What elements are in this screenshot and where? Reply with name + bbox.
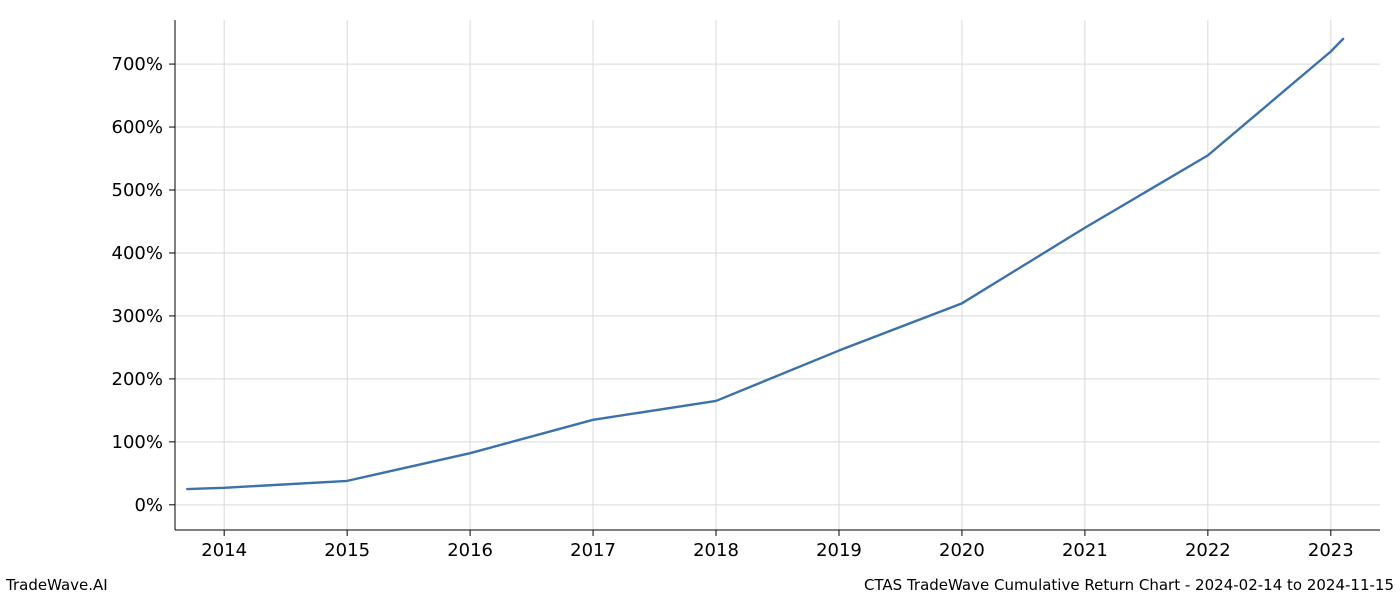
svg-text:700%: 700% (112, 54, 163, 75)
chart-container: 2014 2015 2016 2017 2018 2019 2020 2021 2022 2023… (0, 0, 1400, 600)
svg-text:600%: 600% (112, 117, 163, 138)
svg-text:2014: 2014 (201, 540, 247, 561)
svg-text:2017: 2017 (570, 540, 616, 561)
svg-text:2019: 2019 (816, 540, 862, 561)
svg-text:2018: 2018 (693, 540, 739, 561)
footer-right-text: CTAS TradeWave Cumulative Return Chart -… (864, 576, 1394, 594)
svg-text:500%: 500% (112, 180, 163, 201)
svg-text:100%: 100% (112, 432, 163, 453)
svg-text:2021: 2021 (1062, 540, 1108, 561)
svg-text:2022: 2022 (1185, 540, 1231, 561)
svg-text:2016: 2016 (447, 540, 493, 561)
svg-text:2015: 2015 (324, 540, 370, 561)
footer-left-text: TradeWave.AI (6, 576, 108, 594)
svg-text:400%: 400% (112, 243, 163, 264)
line-chart: 2014 2015 2016 2017 2018 2019 2020 2021 2022 2023… (0, 0, 1400, 600)
svg-text:2020: 2020 (939, 540, 985, 561)
svg-text:300%: 300% (112, 306, 163, 327)
svg-text:200%: 200% (112, 369, 163, 390)
svg-text:2023: 2023 (1308, 540, 1354, 561)
svg-text:0%: 0% (134, 495, 163, 516)
